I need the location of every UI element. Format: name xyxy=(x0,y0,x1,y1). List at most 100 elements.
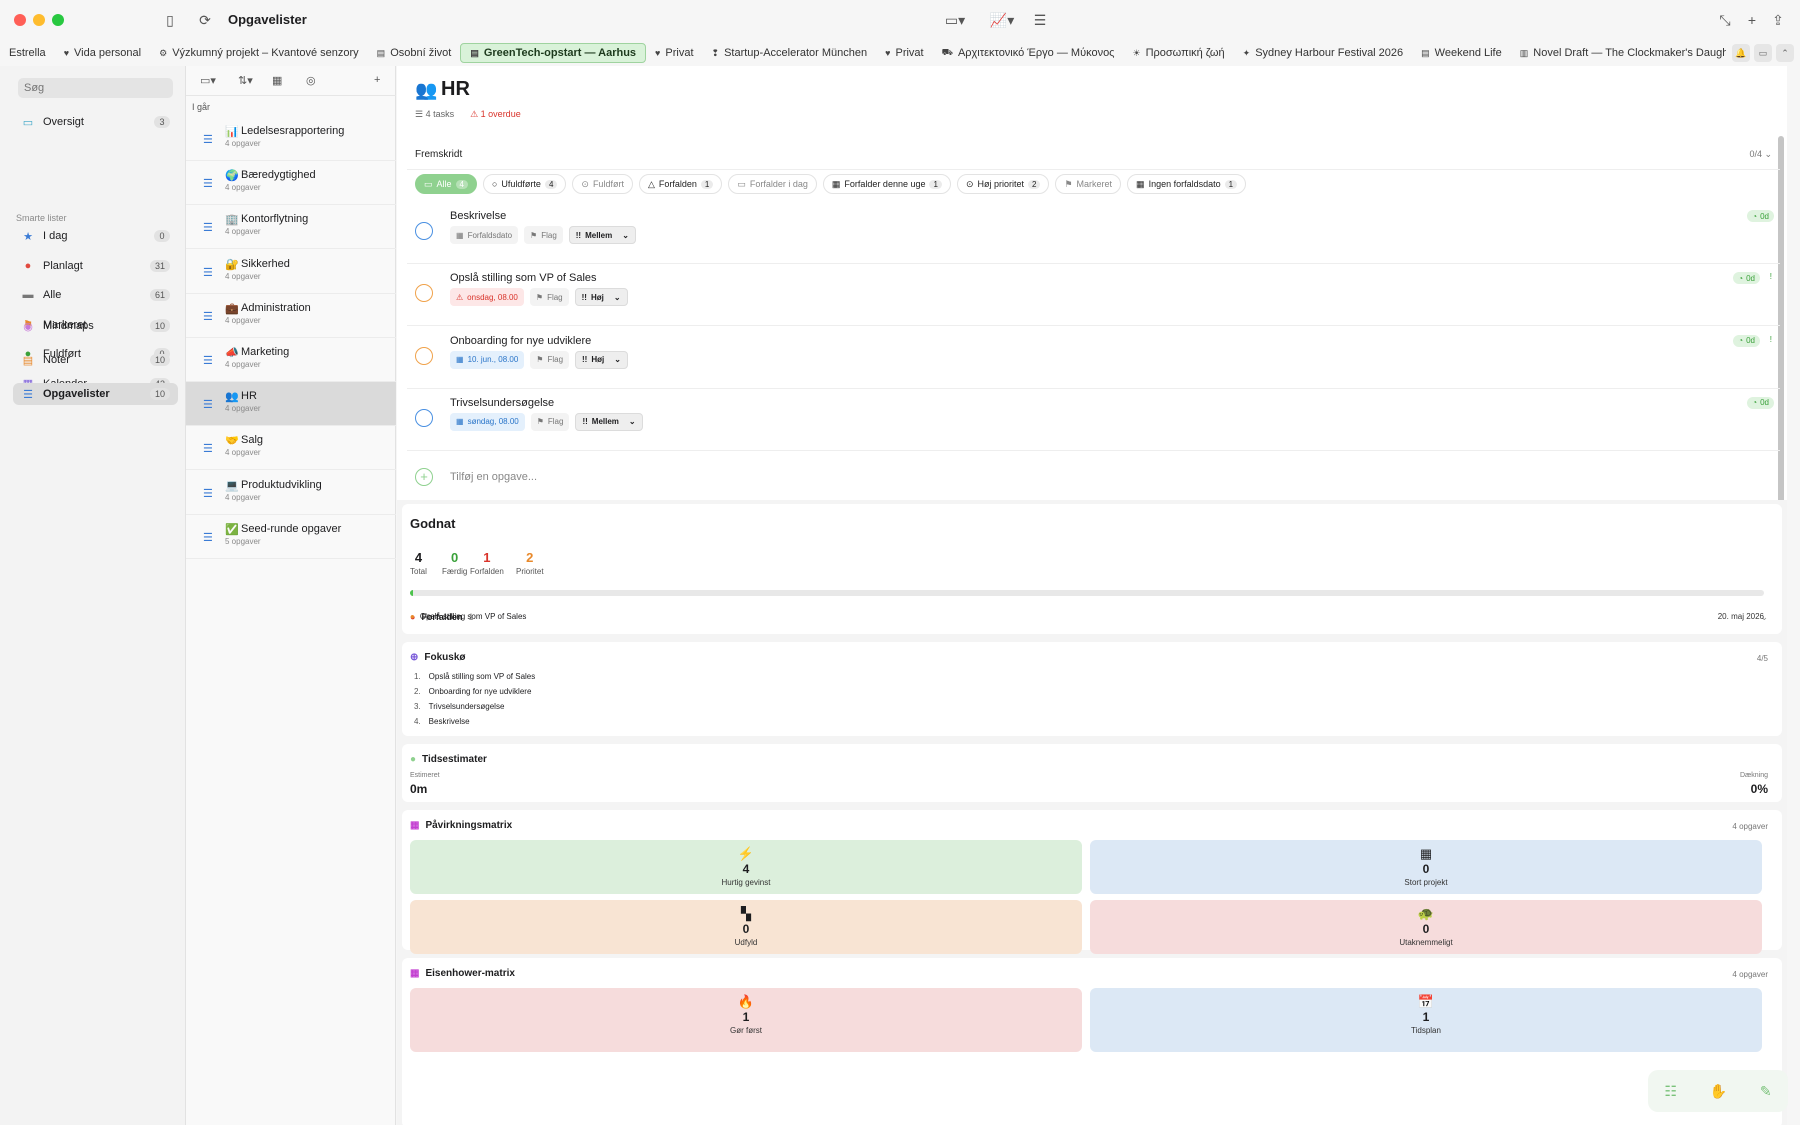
priority-select[interactable]: !! Høj ⌄ xyxy=(574,288,628,307)
quadrant-tidsplan[interactable]: 📅 1 Tidsplan xyxy=(1090,988,1762,1052)
quadrant-utaknemmeligt[interactable]: 🐢 0 Utaknemmeligt xyxy=(1090,900,1762,954)
tab-2[interactable]: ⚙ Výzkumný projekt – Kvantové senzory xyxy=(150,43,368,63)
tab-3[interactable]: ▤ Osobní život xyxy=(368,43,461,63)
complete-checkbox[interactable] xyxy=(415,284,433,303)
sidebar-item-alle[interactable]: ▬ Alle 61 xyxy=(13,284,178,306)
sync-icon[interactable]: ⟳ xyxy=(199,11,211,28)
list-item[interactable]: ☰ 🤝 Salg 4 opgaver xyxy=(186,426,396,471)
sidebar-item-notes[interactable]: ▤ Noter 10 xyxy=(13,349,178,371)
list-item[interactable]: ☰ ✅ Seed-runde opgaver 5 opgaver xyxy=(186,515,396,559)
add-task-row[interactable]: + Tilføj en opgave... xyxy=(407,458,1780,498)
fullscreen-icon[interactable]: ⤡ xyxy=(1719,11,1731,28)
filter-chip-1[interactable]: ○ Ufuldførte 4 xyxy=(482,174,567,194)
task-title[interactable]: Beskrivelse xyxy=(450,210,507,222)
list-item[interactable]: ☰ 🏢 Kontorflytning 4 opgaver xyxy=(186,205,396,250)
filter-chip-2[interactable]: ⊙ Fuldført xyxy=(572,174,633,194)
add-list-icon[interactable]: + xyxy=(374,74,381,86)
add-icon[interactable]: + xyxy=(1747,12,1757,28)
progress-header[interactable]: Fremskridt 0/4 ⌄ xyxy=(407,140,1780,170)
tab-9[interactable]: ☀ Προσωπική ζωή xyxy=(1123,43,1233,63)
overdue-section-header[interactable]: ● Forfalden 1 xyxy=(410,612,473,622)
quadrant-hurtig-gevinst[interactable]: ⚡ 4 Hurtig gevinst xyxy=(410,840,1082,894)
sidebar-item-overview[interactable]: ▭ Oversigt 3 xyxy=(13,111,178,133)
due-date-button[interactable]: ⚠ onsdag, 08.00 xyxy=(450,288,524,307)
tab-6[interactable]: ❢ Startup-Accelerator München xyxy=(703,43,877,63)
settings-sliders-icon[interactable]: ☰ xyxy=(1033,11,1047,28)
minimize-window-button[interactable] xyxy=(33,14,45,26)
tab-5[interactable]: ♥ Privat xyxy=(646,43,702,63)
close-window-button[interactable] xyxy=(14,14,26,26)
flag-button[interactable]: ⚑ Flag xyxy=(530,350,570,369)
search-input[interactable] xyxy=(18,78,173,98)
due-date-button[interactable]: ▦ 10. jun., 08.00 xyxy=(450,350,525,369)
tab-11[interactable]: ▤ Weekend Life xyxy=(1412,43,1511,63)
filter-chip-7[interactable]: ⚑ Markeret xyxy=(1055,174,1122,194)
tab-0[interactable]: Estrella xyxy=(0,43,55,63)
list-item[interactable]: ☰ 👥 HR 4 opgaver xyxy=(186,382,396,427)
complete-checkbox[interactable] xyxy=(415,222,433,240)
share-icon[interactable]: ⇪ xyxy=(1772,11,1784,28)
view-mode-icon[interactable]: ▭▾ xyxy=(944,11,966,28)
list-item[interactable]: ☰ 💼 Administration 4 opgaver xyxy=(186,294,396,338)
filter-chip-5[interactable]: ▦ Forfalder denne uge 1 xyxy=(822,174,951,194)
priority-select[interactable]: !! Mellem ⌄ xyxy=(568,226,636,244)
sidebar-item-tasklists[interactable]: ☰ Opgavelister 10 xyxy=(13,383,178,405)
complete-checkbox[interactable] xyxy=(415,408,433,427)
tab-7[interactable]: ♥ Privat xyxy=(876,43,932,63)
focus-item[interactable]: 4. Beskrivelse xyxy=(414,717,470,726)
tab-10[interactable]: ✦ Sydney Harbour Festival 2026 xyxy=(1234,43,1413,63)
magic-wand-icon[interactable]: ✎ xyxy=(1759,1082,1772,1099)
quadrant-stort-projekt[interactable]: ▦ 0 Stort projekt xyxy=(1090,840,1762,894)
focus-item[interactable]: 3. Trivselsundersøgelse xyxy=(414,702,504,711)
sidebar-toggle-icon[interactable]: ▯ xyxy=(166,11,174,28)
sidebar-item-planlagt[interactable]: ● Planlagt 31 xyxy=(13,255,178,277)
list-view-icon[interactable]: ☷ xyxy=(1664,1082,1677,1099)
panel-icon[interactable]: ▭ xyxy=(1754,44,1772,62)
add-task-input[interactable]: Tilføj en opgave... xyxy=(450,471,538,483)
zoom-window-button[interactable] xyxy=(52,14,64,26)
add-task-icon[interactable]: + xyxy=(415,468,433,486)
hand-icon[interactable]: ✋ xyxy=(1709,1082,1728,1099)
sort-icon[interactable]: ⇅▾ xyxy=(238,75,253,87)
list-item[interactable]: ☰ 🌍 Bæredygtighed 4 opgaver xyxy=(186,161,396,206)
filter-chip-4[interactable]: ▭ Forfalder i dag xyxy=(728,174,817,194)
bell-icon[interactable]: 🔔 xyxy=(1732,44,1750,62)
chevron-down-icon[interactable]: ⌄ xyxy=(1760,612,1768,622)
flag-button[interactable]: ⚑ Flag xyxy=(529,288,569,307)
priority-select[interactable]: !! Mellem ⌄ xyxy=(575,412,643,431)
task-title[interactable]: Trivselsundersøgelse xyxy=(450,396,555,409)
tab-1[interactable]: ♥ Vida personal xyxy=(55,43,150,63)
complete-checkbox[interactable] xyxy=(415,346,433,365)
filter-chip-8[interactable]: ▦ Ingen forfaldsdato 1 xyxy=(1127,174,1247,194)
list-item[interactable]: ☰ 📊 Ledelsesrapportering 4 opgaver xyxy=(186,117,396,161)
list-item[interactable]: ☰ 🔐 Sikkerhed 4 opgaver xyxy=(186,250,396,294)
tab-8[interactable]: ⛟ Αρχιτεκτονικό Έργο — Μύκονος xyxy=(933,43,1124,63)
time-estimates-card: ● Tidsestimater Estimeret 0m Dækning 0% xyxy=(402,744,1782,802)
filter-chip-6[interactable]: ⊙ Høj prioritet 2 xyxy=(956,174,1050,194)
focus-item[interactable]: 1. Opslå stilling som VP of Sales xyxy=(414,672,535,681)
priority-select[interactable]: !! Høj ⌄ xyxy=(575,350,628,369)
flag-button[interactable]: ⚑ Flag xyxy=(530,412,570,431)
due-date-button[interactable]: ▦ Forfaldsdato xyxy=(450,226,519,244)
flag-button[interactable]: ⚑ Flag xyxy=(524,226,563,244)
inbox-filter-icon[interactable]: ▭▾ xyxy=(200,75,216,87)
group-icon[interactable]: ▦ xyxy=(272,75,283,87)
filter-chip-0[interactable]: ▭ Alle 4 xyxy=(415,174,477,194)
chart-icon[interactable]: 📈▾ xyxy=(989,11,1015,28)
list-item[interactable]: ☰ 💻 Produktudvikling 4 opgaver xyxy=(186,471,396,515)
quadrant-udfyld[interactable]: ▚ 0 Udfyld xyxy=(410,900,1082,954)
tab-4[interactable]: ▤ GreenTech-opstart — Aarhus xyxy=(460,43,647,63)
quadrant-gør-først[interactable]: 🔥 1 Gør først xyxy=(410,988,1082,1052)
focus-item[interactable]: 2. Onboarding for nye udviklere xyxy=(414,687,531,696)
filter-chip-3[interactable]: △ Forfalden 1 xyxy=(638,174,723,194)
task-title[interactable]: Onboarding for nye udviklere xyxy=(450,334,592,347)
due-date-button[interactable]: ▦ søndag, 08.00 xyxy=(450,412,525,431)
overdue-item[interactable]: ● Opslå stilling som VP of Sales xyxy=(410,612,526,621)
task-title[interactable]: Opslå stilling som VP of Sales xyxy=(450,272,597,285)
list-item[interactable]: ☰ 📣 Marketing 4 opgaver xyxy=(186,338,396,382)
sidebar-item-mindmaps[interactable]: ◉ Mindmaps 10 xyxy=(13,315,178,337)
check-circle-icon[interactable]: ◎ xyxy=(306,75,316,87)
tab-12[interactable]: ▥ Novel Draft — The Clockmaker's Daughter xyxy=(1511,43,1750,63)
chevron-up-icon[interactable]: ⌃ xyxy=(1776,44,1794,62)
sidebar-item-i-dag[interactable]: ★ I dag 0 xyxy=(13,225,178,247)
